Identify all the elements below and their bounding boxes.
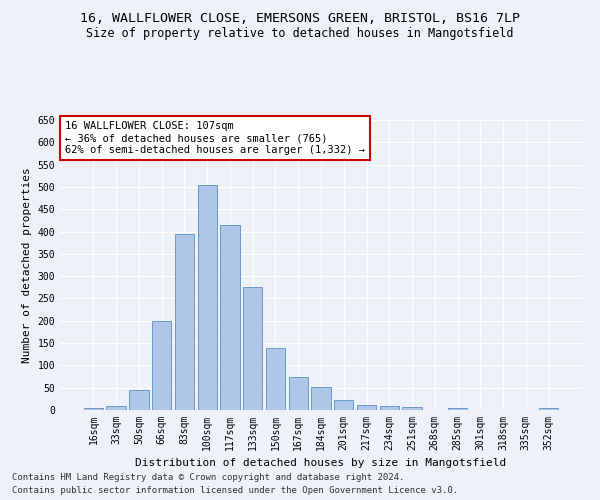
Bar bbox=[84, 408, 103, 410]
Text: 16 WALLFLOWER CLOSE: 107sqm
← 36% of detached houses are smaller (765)
62% of se: 16 WALLFLOWER CLOSE: 107sqm ← 36% of det… bbox=[65, 122, 365, 154]
Bar bbox=[448, 408, 467, 410]
Bar bbox=[311, 387, 331, 410]
Bar bbox=[197, 184, 217, 410]
Bar bbox=[152, 321, 172, 410]
Bar bbox=[106, 406, 126, 410]
Bar bbox=[334, 400, 353, 410]
Bar bbox=[380, 406, 399, 410]
Text: Contains public sector information licensed under the Open Government Licence v3: Contains public sector information licen… bbox=[12, 486, 458, 495]
Bar bbox=[266, 348, 285, 410]
Text: 16, WALLFLOWER CLOSE, EMERSONS GREEN, BRISTOL, BS16 7LP: 16, WALLFLOWER CLOSE, EMERSONS GREEN, BR… bbox=[80, 12, 520, 26]
Bar bbox=[539, 408, 558, 410]
Bar bbox=[243, 288, 262, 410]
Bar bbox=[289, 376, 308, 410]
Y-axis label: Number of detached properties: Number of detached properties bbox=[22, 167, 32, 363]
Text: Size of property relative to detached houses in Mangotsfield: Size of property relative to detached ho… bbox=[86, 28, 514, 40]
Bar bbox=[403, 407, 422, 410]
Bar bbox=[175, 234, 194, 410]
Bar bbox=[357, 404, 376, 410]
Bar bbox=[220, 225, 239, 410]
Text: Contains HM Land Registry data © Crown copyright and database right 2024.: Contains HM Land Registry data © Crown c… bbox=[12, 474, 404, 482]
X-axis label: Distribution of detached houses by size in Mangotsfield: Distribution of detached houses by size … bbox=[136, 458, 506, 468]
Bar bbox=[129, 390, 149, 410]
